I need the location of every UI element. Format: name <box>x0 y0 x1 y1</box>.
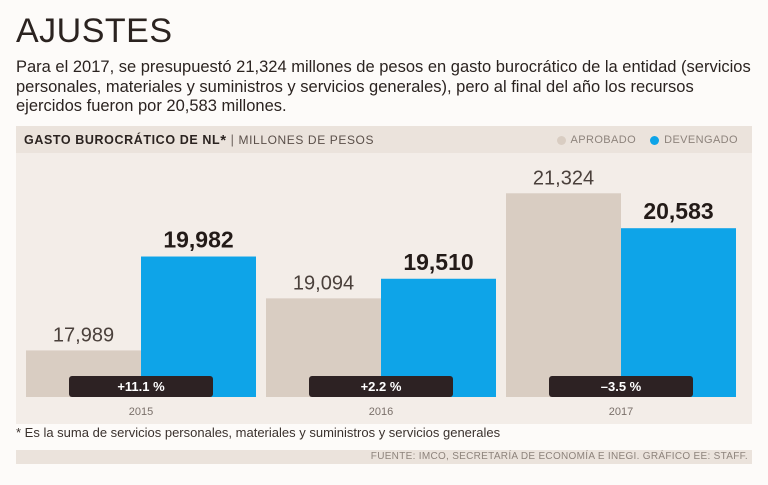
title-separator: | <box>230 133 235 147</box>
chart-subtitle: MILLONES DE PESOS <box>238 133 375 147</box>
change-badge-2016 <box>309 376 453 397</box>
x-tick-label-2016: 2016 <box>369 406 393 418</box>
x-tick-label-2015: 2015 <box>129 406 153 418</box>
bar-devengado-2015 <box>141 256 256 397</box>
legend-label-aprobado: APROBADO <box>570 134 637 146</box>
plot-area: 17,989 19,982 +11.1 % 2015 19,094 19,510 +2.2 … <box>16 153 752 424</box>
legend-swatch-aprobado <box>556 135 566 145</box>
page-title: AJUSTES <box>16 12 173 50</box>
bar-aprobado-2017 <box>506 193 621 397</box>
chart-title-mark: * <box>220 132 227 149</box>
source-bar: FUENTE: IMCO, SECRETARÍA DE ECONOMÍA E I… <box>16 450 752 464</box>
change-badge-2017 <box>549 376 693 397</box>
change-label-2016: +2.2 % <box>361 379 402 394</box>
legend-item-aprobado: APROBADO <box>556 134 637 146</box>
data-label-aprobado-2016: 19,094 <box>293 272 354 294</box>
change-label-2017: –3.5 % <box>601 379 642 394</box>
bar-chart: 17,989 19,982 +11.1 % 2015 19,094 19,510 +2.2 … <box>26 167 736 418</box>
change-badge-2015 <box>69 376 213 397</box>
lede-paragraph: Para el 2017, se presupuestó 21,324 mill… <box>16 58 751 115</box>
x-tick-label-2017: 2017 <box>609 406 633 418</box>
chart-header: GASTO BUROCRÁTICO DE NL* | MILLONES DE PES… <box>16 126 752 153</box>
data-label-devengado-2015: 19,982 <box>163 227 233 253</box>
bar-devengado-2017 <box>621 228 736 397</box>
chart-title-block: GASTO BUROCRÁTICO DE NL* | MILLONES DE PES… <box>24 132 374 149</box>
legend-item-devengado: DEVENGADO <box>650 134 738 146</box>
legend-swatch-devengado <box>650 135 660 145</box>
footnote: * Es la suma de servicios personales, ma… <box>16 425 501 440</box>
legend-label-devengado: DEVENGADO <box>664 134 738 146</box>
data-label-aprobado-2015: 17,989 <box>53 324 114 346</box>
data-label-devengado-2017: 20,583 <box>643 198 713 224</box>
chart-legend: APROBADO DEVENGADO <box>543 134 738 146</box>
change-label-2015: +11.1 % <box>117 379 165 394</box>
data-label-aprobado-2017: 21,324 <box>533 167 594 189</box>
data-label-devengado-2016: 19,510 <box>403 249 473 275</box>
source-note: FUENTE: IMCO, SECRETARÍA DE ECONOMÍA E I… <box>370 451 748 462</box>
chart-title: GASTO BUROCRÁTICO DE NL <box>24 133 221 147</box>
